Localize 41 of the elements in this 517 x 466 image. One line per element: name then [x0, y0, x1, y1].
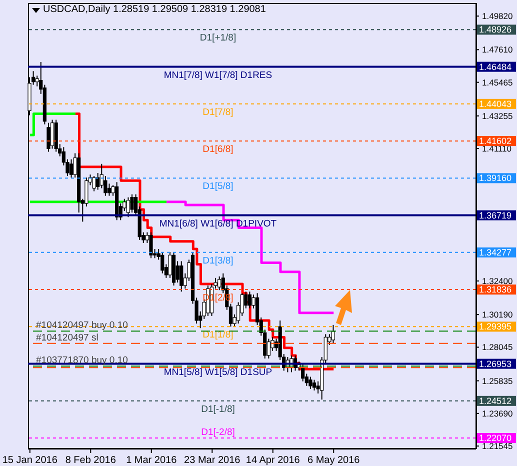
- y-tick-label: 1.45465: [482, 77, 513, 88]
- y-tick-label: 1.28045: [482, 342, 513, 352]
- y-tick-label: 1.49820: [482, 11, 513, 22]
- ref-line-label: D1[5/8]: [202, 181, 234, 192]
- ref-line-label: D1[-1/8]: [201, 404, 235, 415]
- ref-line-label: D1[-2/8]: [201, 427, 235, 438]
- y-tick-label: 1.32400: [482, 276, 513, 286]
- ref-line-label: D1[+1/8]: [200, 32, 236, 44]
- y-tick-label: 1.26953: [479, 358, 512, 369]
- y-tick-label: 1.25835: [482, 376, 513, 386]
- y-tick-label: 1.41602: [479, 136, 512, 146]
- y-tick-label: 1.47610: [482, 44, 513, 55]
- y-tick-label: 1.29395: [479, 322, 512, 332]
- ref-line-label: MN1[5/8] W1[5/8] D1SUP: [164, 366, 272, 378]
- y-tick-label: 1.43255: [482, 110, 513, 121]
- x-tick-label: 15 Jan 2016: [2, 455, 58, 466]
- ref-line-label: D1[6/8]: [202, 144, 234, 156]
- y-tick-label: 1.41110: [482, 144, 512, 154]
- chart-title: USDCAD,Daily 1.28519 1.29509 1.28319 1.29081: [43, 4, 266, 15]
- ref-line-label: D1[7/8]: [202, 106, 234, 118]
- y-tick-label: 1.31836: [479, 284, 512, 295]
- y-tick-label: 1.21545: [482, 441, 513, 452]
- ref-line-label: #104120497 sl: [36, 332, 98, 344]
- x-tick-label: 23 Mar 2016: [184, 455, 241, 466]
- x-tick-label: 6 May 2016: [307, 455, 360, 466]
- y-tick-label: 1.24512: [479, 396, 512, 406]
- y-tick-label: 1.23690: [482, 408, 513, 418]
- y-tick-label: 1.39160: [479, 173, 512, 184]
- x-tick-label: 1 Mar 2016: [126, 455, 178, 466]
- y-tick-label: 1.44043: [479, 98, 512, 109]
- y-tick-label: 1.48926: [479, 24, 512, 35]
- y-tick-label: 1.36719: [479, 210, 512, 220]
- ref-line-label: MN1[7/8] W1[7/8] D1RES: [164, 70, 272, 81]
- ref-line-label: D1[3/8]: [202, 255, 234, 266]
- y-tick-label: 1.46484: [479, 62, 512, 72]
- y-tick-label: 1.30190: [482, 310, 513, 320]
- y-tick-label: 1.22070: [479, 433, 512, 444]
- x-tick-label: 14 Apr 2016: [246, 455, 300, 466]
- y-tick-label: 1.34277: [479, 247, 512, 258]
- ref-line-label: #104120497 buy 0.10: [36, 320, 128, 332]
- x-tick-label: 8 Feb 2016: [65, 455, 116, 466]
